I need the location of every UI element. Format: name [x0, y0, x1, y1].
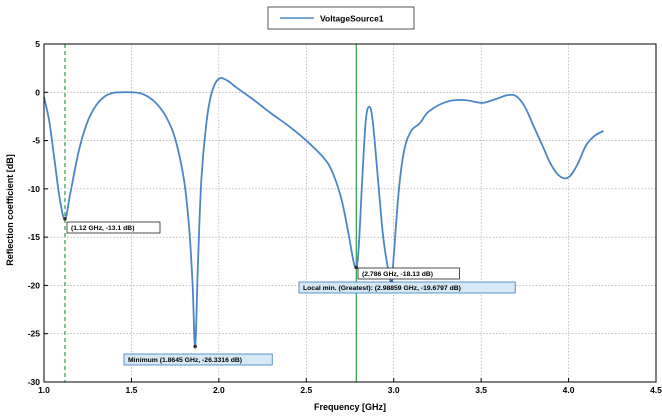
y-axis-ticks: 5 0 -5 -10 -15 -20 -25 -30: [28, 39, 48, 387]
annotations: (1.12 GHz, -13.1 dB) Minimum (1.8645 GHz,…: [66, 221, 516, 366]
y-tick-label: -30: [28, 377, 41, 387]
y-tick-label: 5: [35, 39, 40, 49]
marker-point: [63, 216, 67, 221]
annotation-background: [298, 281, 516, 294]
annotation-box: (1.12 GHz, -13.1 dB): [66, 221, 161, 234]
annotation-background: [123, 353, 273, 366]
plot-frame: [43, 43, 657, 383]
x-tick-label: 3.0: [388, 385, 400, 395]
y-axis-label: Reflection coefficient [dB]: [5, 154, 15, 266]
x-tick-label: 2.0: [213, 385, 225, 395]
annotation-box: (2.786 GHz, -18.13 dB): [357, 267, 460, 280]
y-tick-label: -25: [28, 329, 41, 339]
x-axis-ticks: 1.0 1.5 2.0 2.5 3.0 3.5 4.0 4.5: [38, 378, 662, 395]
y-tick-label: -15: [28, 232, 41, 242]
legend[interactable]: VoltageSource1: [267, 6, 415, 30]
series-line-voltagesource1: [43, 77, 604, 348]
annotation-box: Local min. (Greatest): (2.98859 GHz, -19…: [298, 281, 516, 294]
annotation-box: Minimum (1.8645 GHz, -26.3316 dB): [123, 353, 273, 366]
series-layer: [43, 77, 604, 348]
x-tick-label: 1.5: [126, 385, 138, 395]
annotation-text: (2.786 GHz, -18.13 dB): [362, 271, 433, 278]
x-axis-label: Frequency [GHz]: [314, 402, 386, 412]
x-tick-label: 3.5: [475, 385, 487, 395]
x-tick-label: 1.0: [38, 385, 50, 395]
grid: [43, 43, 657, 383]
legend-box: [267, 6, 415, 30]
annotation-text: Minimum (1.8645 GHz, -26.3316 dB): [128, 357, 242, 364]
y-tick-label: 0: [35, 87, 40, 97]
annotation-background: [357, 267, 460, 280]
y-tick-label: -20: [28, 280, 41, 290]
marker-lines: [64, 44, 357, 382]
marker-point: [354, 265, 359, 270]
y-tick-label: -10: [28, 184, 41, 194]
annotation-text: (1.12 GHz, -13.1 dB): [71, 225, 134, 232]
y-tick-label: -5: [32, 136, 40, 146]
x-tick-label: 4.5: [650, 385, 662, 395]
x-tick-label: 4.0: [563, 385, 575, 395]
annotation-background: [66, 221, 161, 234]
annotation-text: Local min. (Greatest): (2.98859 GHz, -19…: [303, 285, 461, 292]
legend-label: VoltageSource1: [320, 14, 384, 24]
x-tick-label: 2.5: [300, 385, 312, 395]
marker-point: [193, 344, 197, 349]
